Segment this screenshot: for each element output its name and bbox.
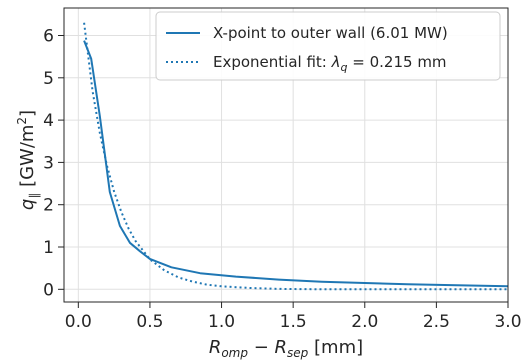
y-tick-label: 1 xyxy=(43,238,54,258)
legend-label-series-2: Exponential fit: λq = 0.215 mm xyxy=(213,53,447,74)
x-tick-label: 2.0 xyxy=(351,312,378,332)
x-tick-label: 3.0 xyxy=(494,312,521,332)
x-tick-label: 1.0 xyxy=(208,312,235,332)
y-tick-label: 2 xyxy=(43,196,54,216)
y-tick-label: 5 xyxy=(43,69,54,89)
legend: X-point to outer wall (6.01 MW) Exponent… xyxy=(156,12,500,80)
x-tick-label: 0.5 xyxy=(136,312,163,332)
legend-label-series-1: X-point to outer wall (6.01 MW) xyxy=(213,24,448,42)
x-tick-label: 0.0 xyxy=(65,312,92,332)
x-tick-label: 1.5 xyxy=(280,312,307,332)
x-tick-label: 2.5 xyxy=(423,312,450,332)
y-tick-label: 4 xyxy=(43,111,54,131)
y-tick-label: 3 xyxy=(43,153,54,173)
y-tick-label: 6 xyxy=(43,26,54,46)
y-tick-label: 0 xyxy=(43,280,54,300)
